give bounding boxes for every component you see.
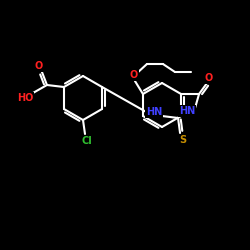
- Text: Cl: Cl: [82, 136, 92, 146]
- Text: HO: HO: [17, 93, 33, 103]
- Text: O: O: [205, 73, 213, 83]
- Text: S: S: [180, 135, 186, 145]
- Text: HN: HN: [146, 107, 162, 117]
- Text: O: O: [35, 61, 43, 71]
- Text: HN: HN: [179, 106, 195, 116]
- Text: O: O: [130, 70, 138, 80]
